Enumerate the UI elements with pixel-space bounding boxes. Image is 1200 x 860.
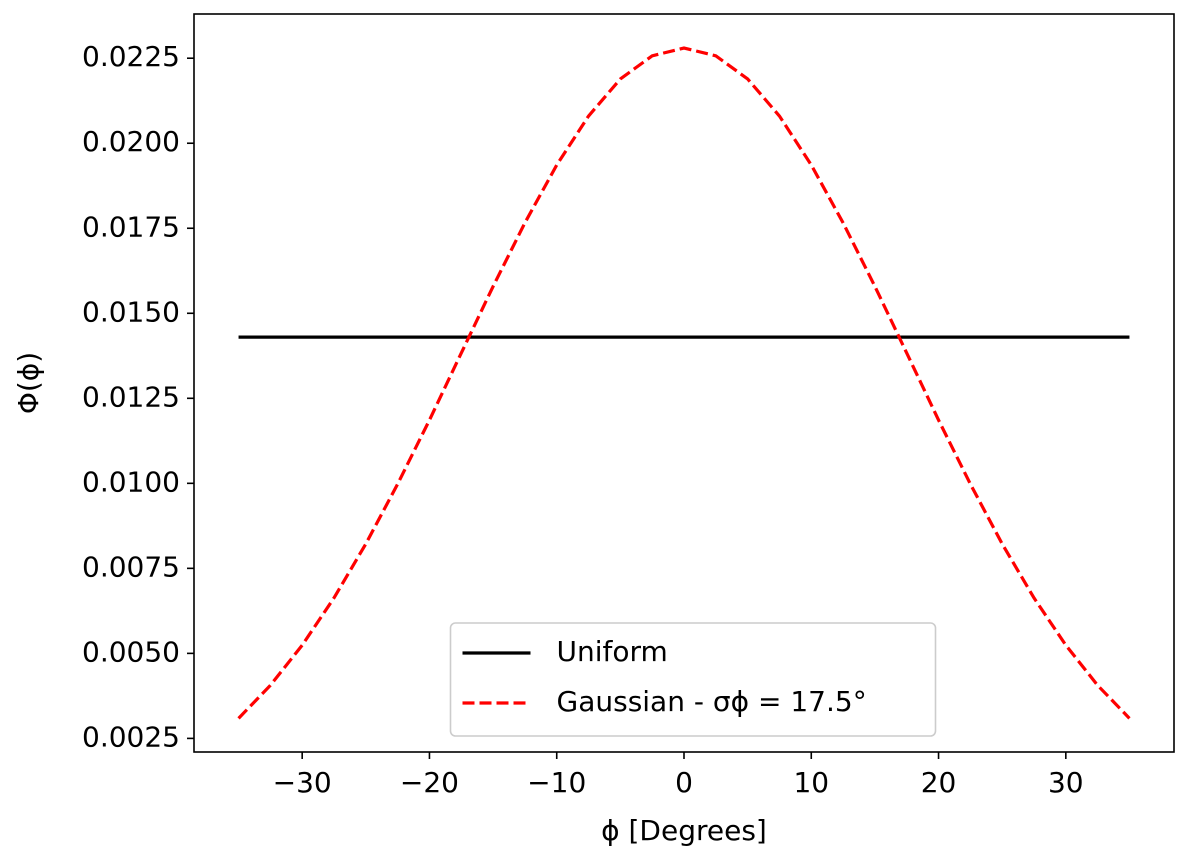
legend-box	[449, 622, 937, 737]
legend-label: Gaussian - σϕ = 17.5°	[557, 685, 867, 718]
legend-label: Uniform	[557, 635, 668, 668]
y-axis-label: Φ(ϕ)	[12, 352, 45, 414]
x-tick-label: 10	[793, 766, 829, 799]
x-axis-label: ϕ [Degrees]	[601, 814, 767, 847]
y-tick-label: 0.0025	[82, 720, 180, 753]
x-tick-label: 30	[1048, 766, 1084, 799]
y-tick-label: 0.0100	[82, 465, 180, 498]
x-tick-label: −10	[527, 766, 586, 799]
y-tick-label: 0.0225	[82, 40, 180, 73]
y-tick-label: 0.0175	[82, 210, 180, 243]
y-tick-label: 0.0125	[82, 380, 180, 413]
y-tick-label: 0.0075	[82, 550, 180, 583]
plot-frame	[193, 13, 1175, 753]
series-line	[237, 46, 1131, 720]
x-tick-label: −30	[273, 766, 332, 799]
x-tick-label: 0	[675, 766, 693, 799]
x-tick-label: −20	[400, 766, 459, 799]
x-tick-label: 20	[921, 766, 957, 799]
y-tick-label: 0.0200	[82, 125, 180, 158]
y-tick-label: 0.0050	[82, 635, 180, 668]
y-tick-label: 0.0150	[82, 295, 180, 328]
